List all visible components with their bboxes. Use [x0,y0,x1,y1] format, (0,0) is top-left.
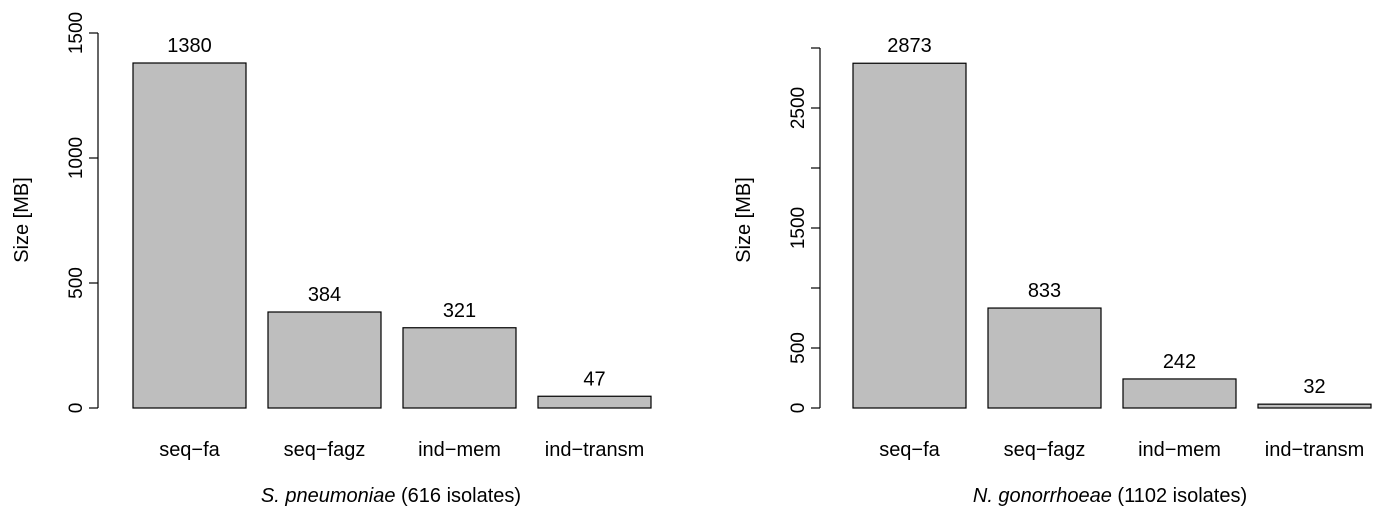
bar-3 [537,395,652,409]
x-category-label: ind−transm [1265,439,1365,461]
chart-panel-n-gonorrhoeae: Size [MB] N. gonorrhoeae (1102 isolates)… [733,35,1372,507]
x-category-label: seq−fagz [1004,439,1086,461]
y-tick-label: 1000 [66,137,87,179]
y-tick-label: 500 [788,332,809,364]
bar-1 [987,307,1102,409]
y-axis-title: Size [MB] [11,177,33,263]
bar-0 [852,62,967,409]
bar-value-label: 2873 [887,35,932,57]
y-tick-label: 0 [788,403,809,414]
bar-2 [402,327,517,409]
x-category-label: ind−transm [545,439,645,461]
bar-value-label: 321 [443,300,476,322]
bar-value-label: 32 [1303,376,1325,398]
x-axis-title: N. gonorrhoeae (1102 isolates) [973,485,1247,507]
bar-value-label: 47 [583,368,605,390]
x-category-label: ind−mem [1138,439,1221,461]
x-axis-title: S. pneumoniae (616 isolates) [261,485,521,507]
x-category-label: seq−fa [879,439,940,461]
bar-value-label: 384 [308,284,341,306]
bar-0 [132,62,247,409]
y-tick-label: 1500 [788,207,809,249]
x-category-label: seq−fa [159,439,220,461]
chart-panel-s-pneumoniae: Size [MB] S. pneumoniae (616 isolates) 0… [11,12,652,507]
bar-1 [267,311,382,409]
y-tick-label: 2500 [788,87,809,129]
y-tick-label: 500 [66,267,87,299]
x-category-label: seq−fagz [284,439,366,461]
y-axis-title: Size [MB] [733,177,755,263]
y-tick-label: 0 [66,403,87,414]
bar-value-label: 242 [1163,351,1196,373]
bar-value-label: 833 [1028,280,1061,302]
y-tick-label: 1500 [66,12,87,54]
bar-2 [1122,378,1237,409]
x-category-label: ind−mem [418,439,501,461]
bar-3 [1257,403,1372,409]
bar-value-label: 1380 [167,35,212,57]
